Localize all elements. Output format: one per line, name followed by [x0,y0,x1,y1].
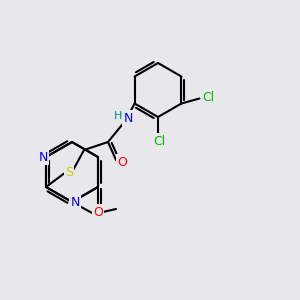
Text: O: O [93,206,103,218]
Text: N: N [38,151,48,164]
Text: H: H [114,111,122,121]
Text: O: O [117,155,127,169]
Text: N: N [123,112,133,124]
Text: Cl: Cl [202,91,214,104]
Text: S: S [65,166,73,178]
Text: N: N [70,196,80,208]
Text: Cl: Cl [153,134,165,148]
